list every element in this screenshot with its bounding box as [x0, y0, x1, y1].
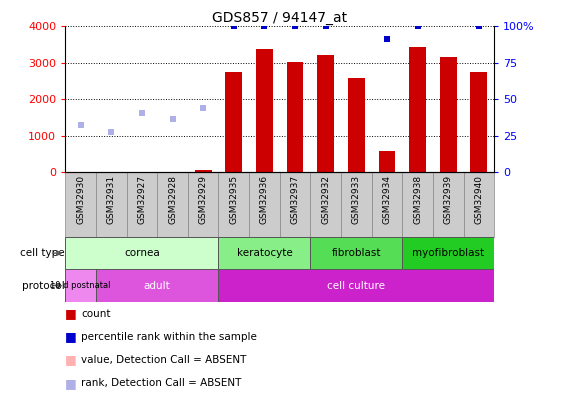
Bar: [470, 72, 487, 172]
Text: ■: ■: [65, 377, 77, 390]
Point: [290, 23, 299, 30]
Text: GSM32928: GSM32928: [168, 175, 177, 224]
Bar: [310, 172, 341, 237]
Bar: [195, 171, 212, 172]
Text: GSM32927: GSM32927: [137, 175, 147, 224]
Text: GSM32934: GSM32934: [382, 175, 391, 224]
Text: GSM32937: GSM32937: [291, 175, 299, 224]
Bar: [96, 269, 219, 302]
Text: GSM32940: GSM32940: [474, 175, 483, 224]
Bar: [219, 237, 310, 269]
Text: 10 d postnatal: 10 d postnatal: [51, 281, 111, 290]
Point: [199, 105, 208, 112]
Bar: [256, 49, 273, 172]
Bar: [310, 237, 402, 269]
Text: myofibroblast: myofibroblast: [412, 248, 485, 258]
Bar: [402, 172, 433, 237]
Text: GSM32929: GSM32929: [199, 175, 208, 224]
Text: adult: adult: [144, 281, 170, 290]
Bar: [348, 78, 365, 172]
Bar: [280, 172, 310, 237]
Bar: [318, 55, 334, 172]
Title: GDS857 / 94147_at: GDS857 / 94147_at: [212, 11, 347, 25]
Point: [474, 23, 483, 30]
Bar: [440, 58, 457, 172]
Point: [137, 110, 147, 116]
Text: GSM32932: GSM32932: [321, 175, 330, 224]
Text: cell culture: cell culture: [327, 281, 385, 290]
Bar: [65, 172, 96, 237]
Text: count: count: [81, 309, 111, 319]
Bar: [65, 237, 219, 269]
Bar: [188, 172, 219, 237]
Text: rank, Detection Call = ABSENT: rank, Detection Call = ABSENT: [81, 378, 241, 388]
Bar: [433, 172, 463, 237]
Bar: [219, 172, 249, 237]
Point: [76, 122, 85, 128]
Point: [260, 23, 269, 30]
Text: cornea: cornea: [124, 248, 160, 258]
Point: [107, 129, 116, 135]
Text: GSM32933: GSM32933: [352, 175, 361, 224]
Text: ■: ■: [65, 307, 77, 320]
Text: ■: ■: [65, 354, 77, 367]
Bar: [225, 72, 242, 172]
Bar: [371, 172, 402, 237]
Point: [229, 23, 239, 30]
Point: [321, 23, 330, 30]
Bar: [127, 172, 157, 237]
Bar: [65, 269, 96, 302]
Bar: [96, 172, 127, 237]
Bar: [378, 151, 395, 172]
Point: [413, 23, 422, 30]
Text: GSM32938: GSM32938: [413, 175, 422, 224]
Text: GSM32936: GSM32936: [260, 175, 269, 224]
Bar: [287, 62, 303, 172]
Bar: [249, 172, 280, 237]
Bar: [157, 172, 188, 237]
Text: GSM32935: GSM32935: [229, 175, 239, 224]
Text: cell type: cell type: [20, 248, 65, 258]
Bar: [463, 172, 494, 237]
Text: GSM32930: GSM32930: [76, 175, 85, 224]
Text: percentile rank within the sample: percentile rank within the sample: [81, 332, 257, 342]
Text: GSM32931: GSM32931: [107, 175, 116, 224]
Text: keratocyte: keratocyte: [236, 248, 293, 258]
Bar: [219, 269, 494, 302]
Point: [168, 116, 177, 123]
Bar: [402, 237, 494, 269]
Text: ■: ■: [65, 330, 77, 343]
Text: GSM32939: GSM32939: [444, 175, 453, 224]
Bar: [409, 47, 426, 172]
Point: [382, 36, 391, 42]
Text: fibroblast: fibroblast: [332, 248, 381, 258]
Bar: [341, 172, 371, 237]
Text: protocol: protocol: [22, 281, 65, 290]
Text: value, Detection Call = ABSENT: value, Detection Call = ABSENT: [81, 355, 247, 365]
